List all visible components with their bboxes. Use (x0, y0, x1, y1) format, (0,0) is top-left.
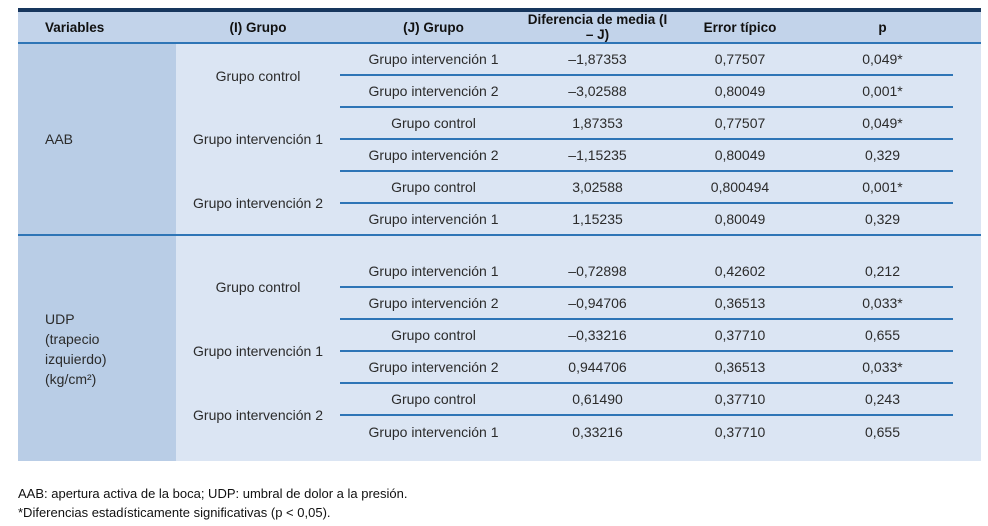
j-group-cell: Grupo intervención 1 (340, 255, 527, 287)
section-spacer (176, 234, 953, 255)
variable-cell-udp: UDP (trapecio izquierdo) (kg/cm²) (18, 234, 176, 461)
table-row: Grupo intervención 2 Grupo control 3,025… (18, 170, 981, 235)
table-row: Grupo intervención 1 Grupo control –0,33… (18, 318, 981, 383)
i-group-cell: Grupo control (176, 43, 340, 107)
standard-error-cell: 0,77507 (668, 43, 812, 75)
table-row: Grupo intervención 1 0,33216 0,37710 0,6… (18, 414, 981, 447)
standard-error-cell: 0,37710 (668, 414, 812, 447)
p-value-cell: 0,329 (812, 138, 953, 171)
standard-error-cell: 0,42602 (668, 255, 812, 287)
j-group-cell: Grupo intervención 2 (340, 286, 527, 319)
i-group-cell: Grupo intervención 1 (176, 319, 340, 383)
mean-difference-cell: 3,02588 (527, 170, 668, 203)
variable-label: (kg/cm²) (45, 370, 97, 387)
p-value-cell: 0,033* (812, 286, 953, 319)
variable-label: (trapecio (45, 330, 100, 347)
i-group-cell: Grupo intervención 1 (176, 107, 340, 171)
data-table: Variables (I) Grupo (J) Grupo Diferencia… (18, 8, 981, 461)
p-value-cell: 0,033* (812, 350, 953, 383)
variable-cell-aab: AAB (18, 43, 176, 235)
header-p-value: p (812, 8, 953, 44)
p-value-cell: 0,655 (812, 414, 953, 447)
standard-error-cell: 0,37710 (668, 318, 812, 351)
variable-label: izquierdo) (45, 350, 107, 367)
header-i-group: (I) Grupo (176, 8, 340, 44)
standard-error-cell: 0,80049 (668, 202, 812, 235)
table-row: Grupo intervención 2 –3,02588 0,80049 0,… (18, 74, 981, 107)
j-group-cell: Grupo control (340, 382, 527, 415)
mean-difference-cell: –1,15235 (527, 138, 668, 171)
mean-difference-cell: –1,87353 (527, 43, 668, 75)
table-row: AAB Grupo control Grupo intervención 1 –… (18, 43, 981, 235)
p-value-cell: 0,212 (812, 255, 953, 287)
variable-label: AAB (45, 131, 74, 147)
table-row: Grupo intervención 2 Grupo control 0,614… (18, 382, 981, 447)
table-row: Grupo intervención 2 –0,94706 0,36513 0,… (18, 286, 981, 319)
p-value-cell: 0,655 (812, 318, 953, 351)
header-variables: Variables (18, 8, 176, 44)
mean-difference-cell: –0,94706 (527, 286, 668, 319)
j-group-cell: Grupo control (340, 106, 527, 139)
standard-error-cell: 0,800494 (668, 170, 812, 203)
header-j-group: (J) Grupo (340, 8, 527, 44)
section-udp: UDP (trapecio izquierdo) (kg/cm²) Grupo … (18, 234, 981, 461)
footnote-abbreviations: AAB: apertura activa de la boca; UDP: um… (18, 486, 408, 501)
header-mean-difference: Diferencia de media (I – J) (527, 8, 668, 44)
mean-difference-cell: –3,02588 (527, 74, 668, 107)
j-group-cell: Grupo control (340, 318, 527, 351)
header-right-padding (953, 8, 981, 44)
standard-error-cell: 0,37710 (668, 382, 812, 415)
variable-label: UDP (45, 310, 75, 327)
table-header: Variables (I) Grupo (J) Grupo Diferencia… (18, 8, 981, 44)
mean-difference-cell: 0,61490 (527, 382, 668, 415)
p-value-cell: 0,243 (812, 382, 953, 415)
standard-error-cell: 0,36513 (668, 286, 812, 319)
p-value-cell: 0,001* (812, 170, 953, 203)
section-spacer (176, 447, 953, 461)
table-row: Grupo control Grupo intervención 1 –0,72… (18, 255, 981, 319)
j-group-cell: Grupo intervención 2 (340, 350, 527, 383)
table-row: Grupo intervención 2 –1,15235 0,80049 0,… (18, 138, 981, 171)
p-value-cell: 0,049* (812, 106, 953, 139)
section-aab: AAB Grupo control Grupo intervención 1 –… (18, 43, 981, 235)
j-group-cell: Grupo intervención 1 (340, 43, 527, 75)
j-group-cell: Grupo intervención 2 (340, 74, 527, 107)
table-right-padding (953, 43, 981, 235)
table-row: Grupo intervención 2 0,944706 0,36513 0,… (18, 350, 981, 383)
standard-error-cell: 0,77507 (668, 106, 812, 139)
footnote-significance: *Diferencias estadísticamente significat… (18, 505, 331, 520)
mean-difference-cell: 0,33216 (527, 414, 668, 447)
mean-difference-cell: 1,87353 (527, 106, 668, 139)
standard-error-cell: 0,80049 (668, 138, 812, 171)
section-spacer-row (18, 447, 981, 461)
p-value-cell: 0,001* (812, 74, 953, 107)
standard-error-cell: 0,36513 (668, 350, 812, 383)
j-group-cell: Grupo intervención 2 (340, 138, 527, 171)
table-right-padding (953, 234, 981, 461)
j-group-cell: Grupo intervención 1 (340, 414, 527, 447)
header-row: Variables (I) Grupo (J) Grupo Diferencia… (18, 8, 981, 44)
i-group-cell: Grupo control (176, 255, 340, 319)
mean-difference-cell: –0,72898 (527, 255, 668, 287)
mean-difference-cell: 1,15235 (527, 202, 668, 235)
p-value-cell: 0,049* (812, 43, 953, 75)
i-group-cell: Grupo intervención 2 (176, 383, 340, 447)
table-row: Grupo intervención 1 1,15235 0,80049 0,3… (18, 202, 981, 235)
table-footnotes: AAB: apertura activa de la boca; UDP: um… (18, 484, 408, 522)
standard-error-cell: 0,80049 (668, 74, 812, 107)
table-row: Grupo intervención 1 Grupo control 1,873… (18, 106, 981, 171)
j-group-cell: Grupo control (340, 170, 527, 203)
i-group-cell: Grupo intervención 2 (176, 171, 340, 235)
mean-difference-cell: –0,33216 (527, 318, 668, 351)
section-spacer-row: UDP (trapecio izquierdo) (kg/cm²) (18, 234, 981, 461)
j-group-cell: Grupo intervención 1 (340, 202, 527, 235)
header-standard-error: Error típico (668, 8, 812, 44)
mean-difference-cell: 0,944706 (527, 350, 668, 383)
posthoc-comparison-table: Variables (I) Grupo (J) Grupo Diferencia… (18, 8, 981, 461)
p-value-cell: 0,329 (812, 202, 953, 235)
